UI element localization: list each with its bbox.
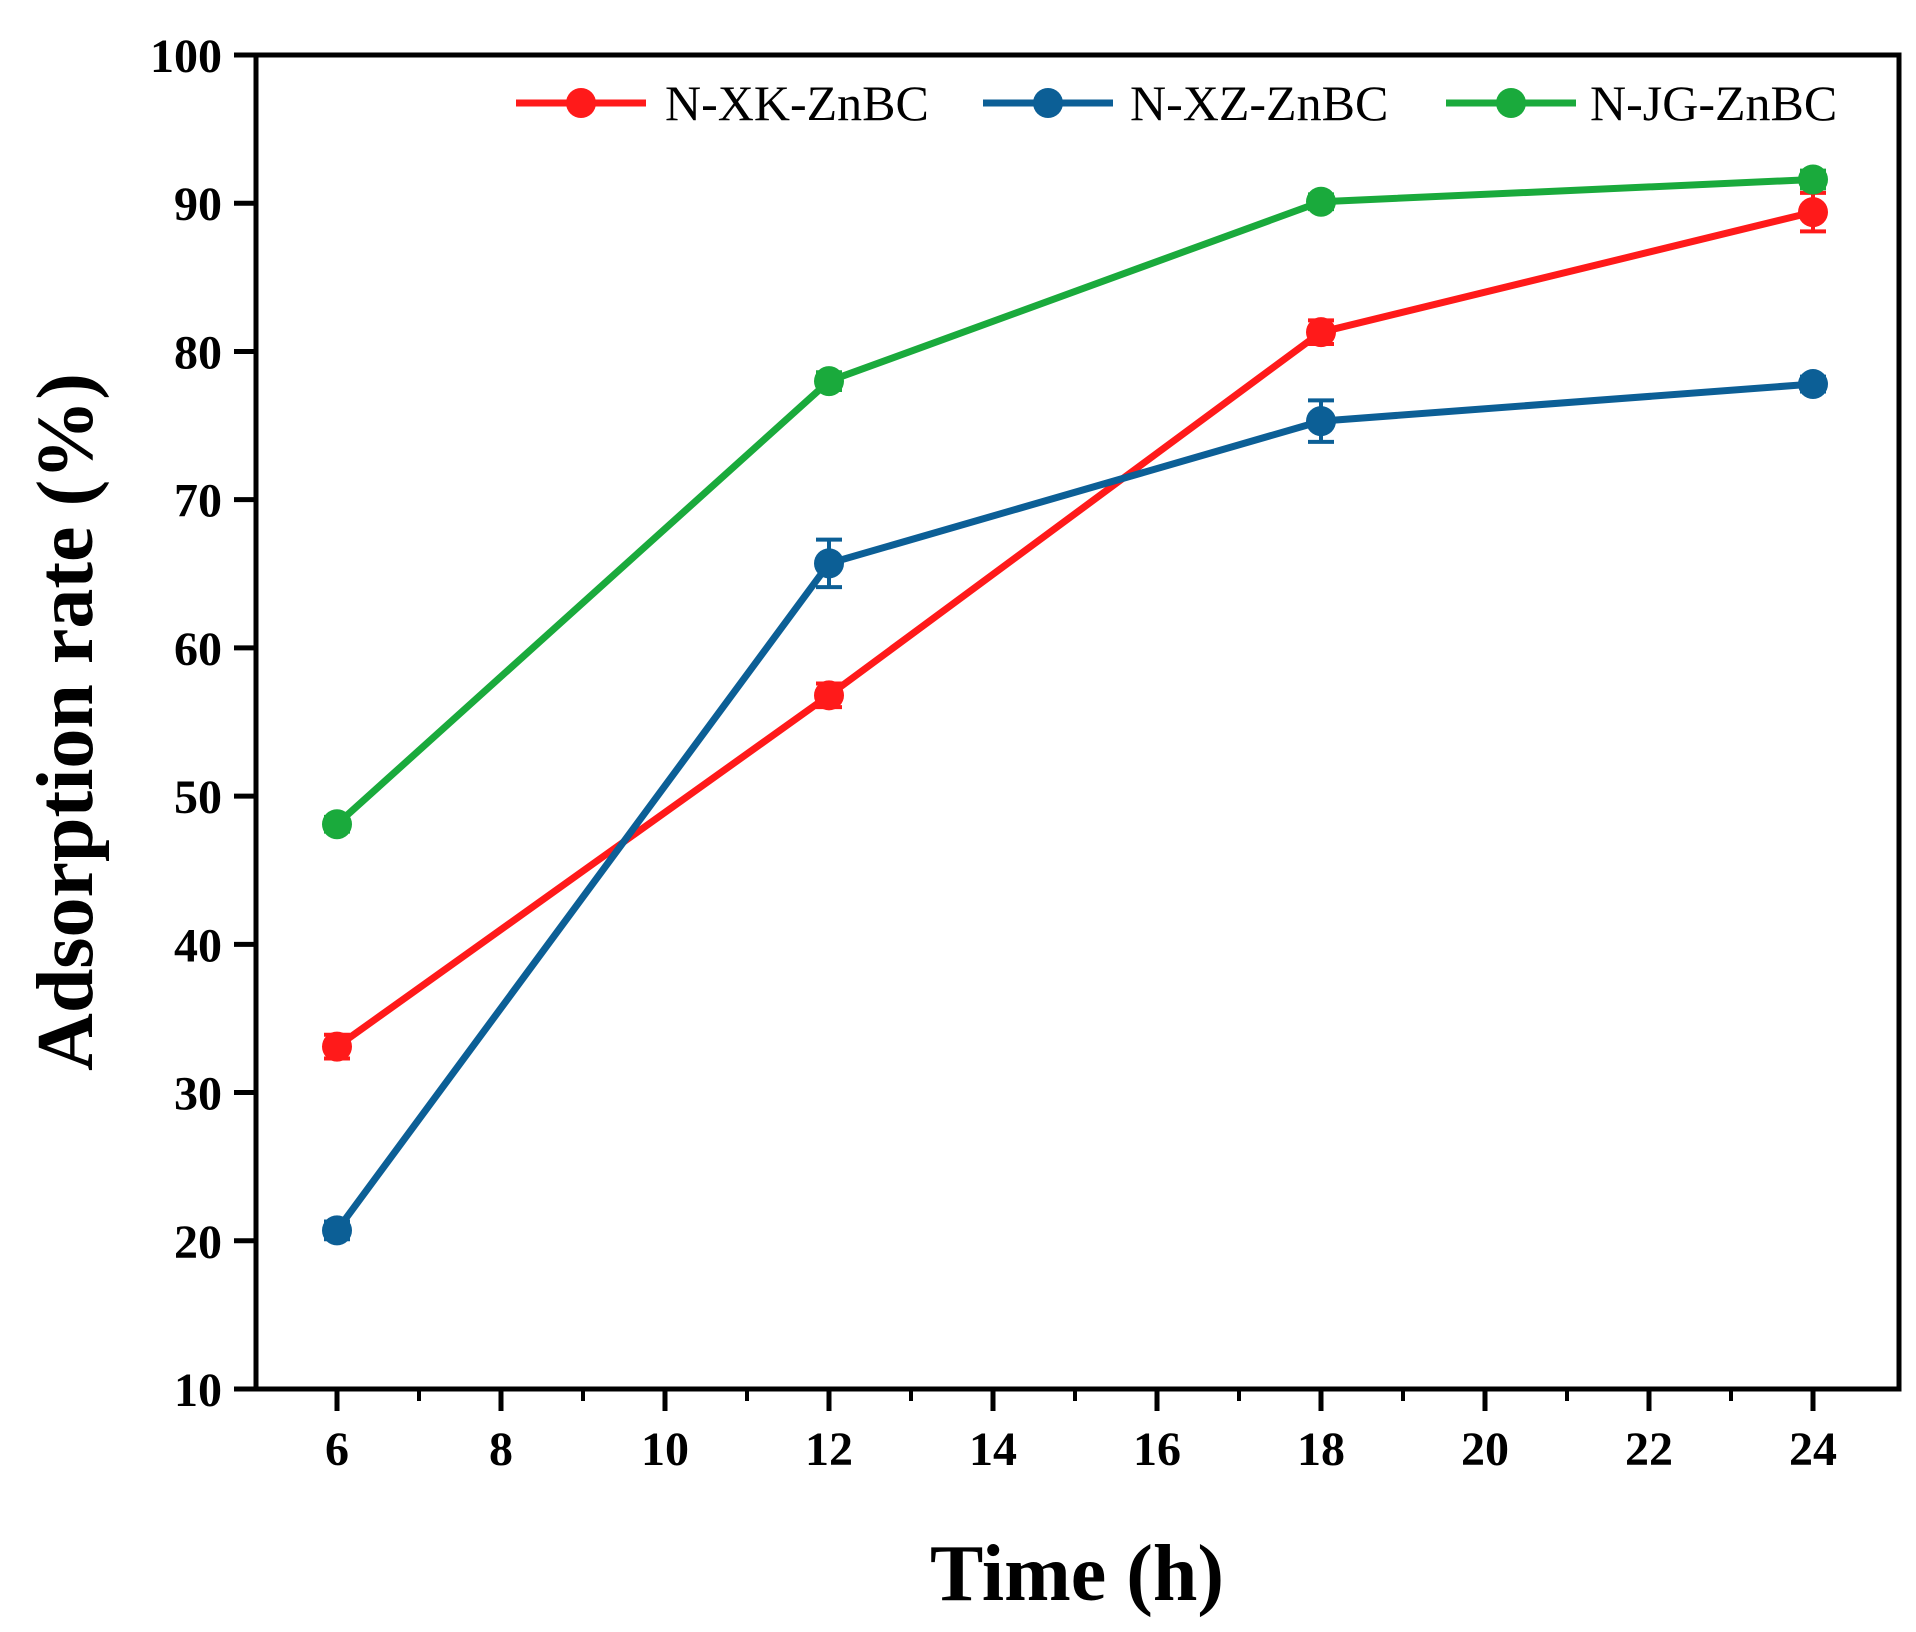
- y-tick-label: 20: [174, 1216, 222, 1269]
- y-tick-label: 50: [174, 771, 222, 824]
- data-point: [322, 1215, 352, 1246]
- data-point: [1306, 317, 1336, 348]
- data-point: [814, 366, 844, 397]
- y-tick-label: 10: [174, 1364, 222, 1417]
- y-tick-label: 100: [150, 30, 222, 83]
- x-tick-label: 20: [1461, 1423, 1509, 1476]
- y-tick-label: 80: [174, 326, 222, 379]
- series-line: [334, 380, 1814, 1233]
- data-point: [814, 680, 844, 711]
- data-point: [1306, 406, 1336, 437]
- series-layer: [322, 164, 1828, 1246]
- y-tick-label: 30: [174, 1068, 222, 1121]
- x-tick-label: 6: [325, 1423, 349, 1476]
- y-tick-label: 90: [174, 178, 222, 231]
- y-axis-title: Adsorption rate (%): [22, 373, 110, 1071]
- legend-item: N-JG-ZnBC: [1446, 75, 1837, 131]
- x-tick-label: 22: [1625, 1423, 1673, 1476]
- legend-item: N-XK-ZnBC: [516, 75, 929, 131]
- y-tick-label: 70: [174, 475, 222, 528]
- series-n-xk-znbc: [322, 190, 1828, 1062]
- legend: N-XK-ZnBC N-XZ-ZnBC N-JG-ZnBC: [516, 75, 1837, 131]
- data-point: [322, 809, 352, 840]
- y-tick-label: 60: [174, 623, 222, 676]
- legend-swatch-marker: [566, 88, 596, 118]
- x-tick-label: 8: [489, 1423, 513, 1476]
- legend-item: N-XZ-ZnBC: [983, 75, 1388, 131]
- x-tick-label: 14: [969, 1423, 1017, 1476]
- ticks-layer: 6 8 10 12 14 16 18 20 22 24 10 20 30 40 50 60 70 80 90 100: [150, 30, 1837, 1476]
- series-line: [334, 176, 1814, 827]
- legend-label: N-XZ-ZnBC: [1130, 75, 1388, 131]
- x-tick-label: 16: [1133, 1423, 1181, 1476]
- data-point: [1798, 369, 1828, 400]
- series-n-jg-znbc: [322, 164, 1828, 840]
- plot-frame: [253, 52, 1902, 1392]
- x-tick-label: 10: [641, 1423, 689, 1476]
- y-tick-label: 40: [174, 919, 222, 972]
- legend-swatch-marker: [1496, 88, 1526, 118]
- data-point: [814, 548, 844, 579]
- data-point: [1798, 197, 1828, 228]
- series-line: [334, 208, 1814, 1050]
- legend-label: N-JG-ZnBC: [1590, 75, 1837, 131]
- x-tick-label: 24: [1789, 1423, 1837, 1476]
- legend-label: N-XK-ZnBC: [665, 75, 929, 131]
- data-point: [322, 1031, 352, 1062]
- data-point: [1306, 186, 1336, 217]
- x-axis-title: Time (h): [930, 1530, 1224, 1618]
- x-tick-label: 18: [1297, 1423, 1345, 1476]
- data-point: [1798, 164, 1828, 195]
- x-tick-label: 12: [805, 1423, 853, 1476]
- legend-swatch-marker: [1033, 88, 1063, 118]
- series-n-xz-znbc: [322, 369, 1828, 1246]
